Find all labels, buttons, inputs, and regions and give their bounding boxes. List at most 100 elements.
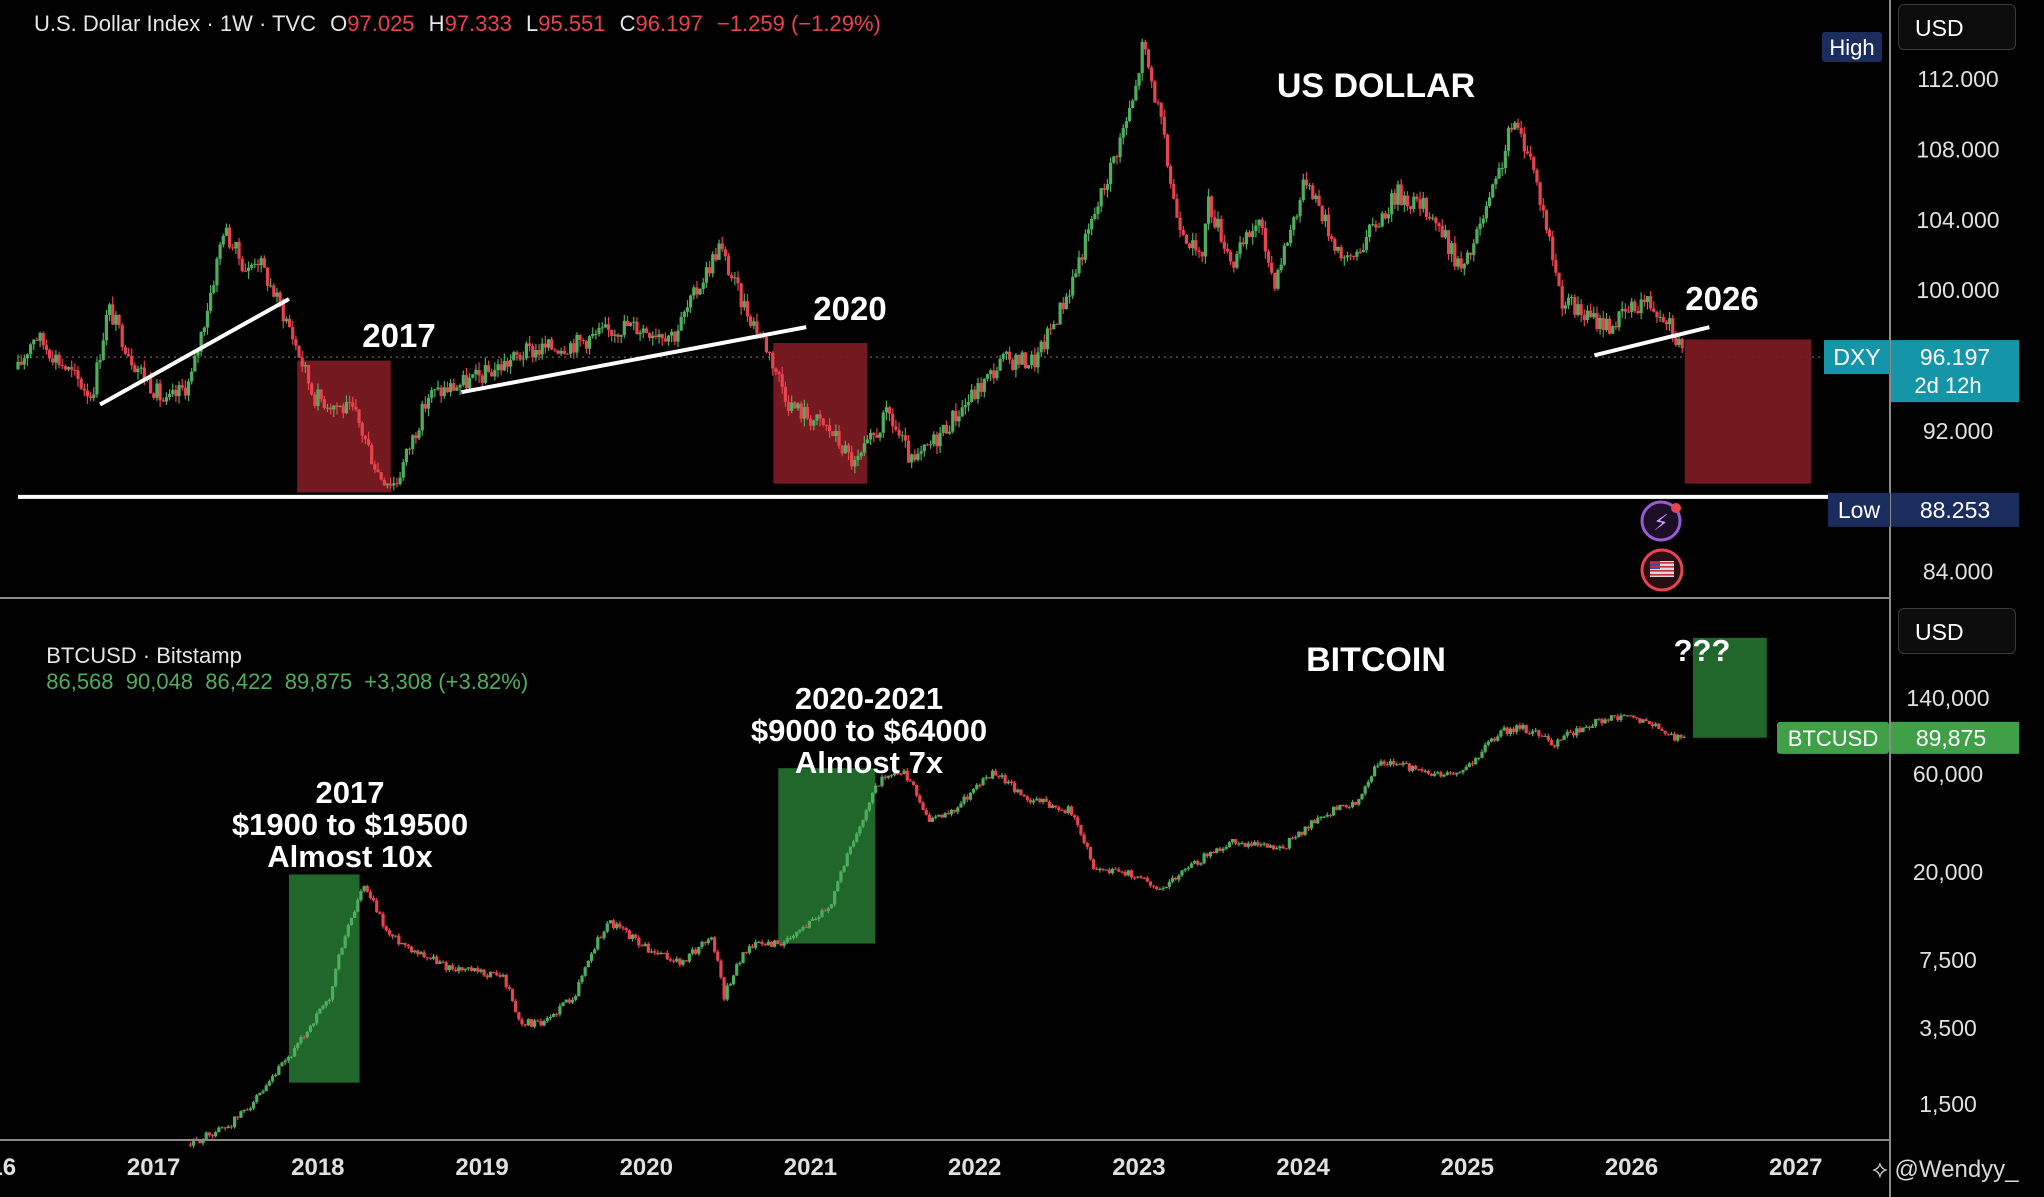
dxy-candle-body: [739, 283, 743, 308]
btc-candle-body: [687, 953, 691, 962]
btc-candle-body: [1205, 853, 1209, 857]
btc-candle-body: [330, 986, 335, 1000]
dxy-candle-body: [821, 418, 825, 425]
btc-candle-body: [267, 1081, 271, 1086]
dxy-trendline-1[interactable]: [460, 325, 807, 395]
btc-candle-body: [479, 969, 483, 972]
btc-tag-name: BTCUSD: [1788, 726, 1878, 751]
dxy-candle-body: [572, 343, 576, 353]
dxy-candle-body: [1345, 255, 1350, 258]
dxy-candle-body: [809, 418, 813, 426]
currency-button-top[interactable]: USD: [1898, 4, 2016, 50]
dxy-candle-body: [51, 358, 55, 363]
btc-candle-body: [1082, 834, 1086, 843]
dxy-candle-body: [1421, 198, 1425, 209]
dxy-candle-body: [603, 324, 607, 328]
btc-candle-body: [283, 1060, 287, 1063]
dxy-candle-body: [1090, 218, 1094, 230]
dxy-candle-body: [1099, 188, 1103, 207]
dxy-candle-body: [843, 445, 847, 454]
btc-candle-body: [251, 1101, 256, 1109]
dxy-candle-body: [1014, 354, 1018, 370]
btc-candle-body: [346, 924, 350, 937]
btc-candle-body: [302, 1037, 306, 1039]
btc-candle-body: [1385, 764, 1389, 766]
btc-candle-body: [637, 937, 641, 946]
dxy-candle-body: [1206, 196, 1211, 224]
dxy-candle-body: [1276, 269, 1280, 289]
dxy-candle-body: [1361, 249, 1365, 253]
btc-candle-body: [447, 965, 451, 971]
btc-candle-body: [1003, 775, 1007, 784]
btc-candle-body: [1613, 715, 1617, 717]
btc-candle-body: [1139, 876, 1143, 878]
btc-candle-body: [1407, 763, 1411, 771]
btc-candle-body: [1199, 863, 1203, 865]
btc-y-tick: 20,000: [1913, 859, 1983, 885]
btc-candle-body: [1227, 842, 1231, 848]
dxy-candle-body: [995, 370, 999, 379]
dxy-candle-body: [1314, 195, 1318, 200]
dxy-candle-body: [824, 424, 829, 426]
btc-candle-body: [1253, 842, 1257, 846]
btc-candle-body: [356, 900, 360, 912]
dxy-candle-body: [1592, 313, 1596, 318]
btc-candle-body: [738, 962, 742, 965]
btc-candle-body: [293, 1047, 297, 1057]
dxy-candle-body: [1412, 196, 1416, 210]
dxy-candle-body: [464, 375, 469, 389]
btc-candle-body: [441, 961, 445, 963]
currency-button-bottom[interactable]: USD: [1898, 608, 2016, 654]
btc-candle-body: [1189, 863, 1194, 868]
dxy-candle-body: [152, 393, 156, 398]
btc-candle-body: [848, 846, 853, 854]
dxy-candle-body: [142, 367, 146, 380]
btc-candle-body: [1031, 800, 1036, 803]
btc-candle-body: [627, 930, 631, 940]
dxy-candle-body: [726, 256, 731, 276]
btc-candle-body: [722, 977, 726, 1000]
dxy-candle-body: [944, 424, 949, 434]
btc-candle-body: [409, 946, 414, 953]
dxy-candle-body: [910, 454, 914, 463]
btc-candle-body: [236, 1116, 240, 1118]
dxy-candle-body: [774, 368, 778, 372]
dxy-candle-body: [957, 416, 961, 422]
btc-candle-body: [921, 802, 925, 810]
btc-candle-body: [1578, 728, 1582, 733]
dxy-candle-body: [802, 406, 806, 419]
dxy-trendline-0[interactable]: [99, 297, 290, 407]
btc-box-1: [778, 768, 876, 944]
dxy-candle-body: [480, 375, 484, 383]
dxy-candle-body: [376, 469, 380, 473]
dxy-candle-body: [903, 435, 907, 441]
btc-candle-body: [1644, 719, 1648, 721]
dxy-candle-body: [527, 343, 532, 346]
btc-candle-body: [1388, 760, 1393, 766]
dxy-candle-body: [1544, 210, 1549, 230]
dxy-trendline-2[interactable]: [1593, 325, 1710, 358]
dxy-candle-body: [291, 327, 295, 340]
us-flag-stripe-icon: [1650, 570, 1674, 572]
btc-candle-body: [1373, 766, 1377, 777]
dxy-candle-body: [1162, 116, 1166, 135]
dxy-candle-body: [354, 406, 358, 410]
btc-candle-body: [1395, 764, 1399, 766]
btc-candle-body: [1654, 723, 1658, 726]
btc-candle-body: [1117, 869, 1121, 872]
dxy-pane[interactable]: US DOLLAR 2017 2020 2026: [16, 38, 1890, 499]
dxy-candle-body: [900, 435, 904, 437]
dxy-candle-body: [553, 349, 557, 351]
dxy-candle-body: [575, 334, 579, 353]
dxy-candle-body: [1045, 328, 1050, 350]
dxy-candle-body: [1187, 243, 1192, 249]
btc-candle-body: [801, 926, 805, 930]
dxy-candle-body: [486, 365, 491, 373]
btc-candle-body: [915, 784, 919, 796]
dxy-candle-body: [1285, 243, 1290, 246]
lightning-event-icon[interactable]: [1640, 500, 1682, 542]
btc-candle-body: [296, 1043, 300, 1048]
btc-candle-body: [529, 1019, 534, 1027]
